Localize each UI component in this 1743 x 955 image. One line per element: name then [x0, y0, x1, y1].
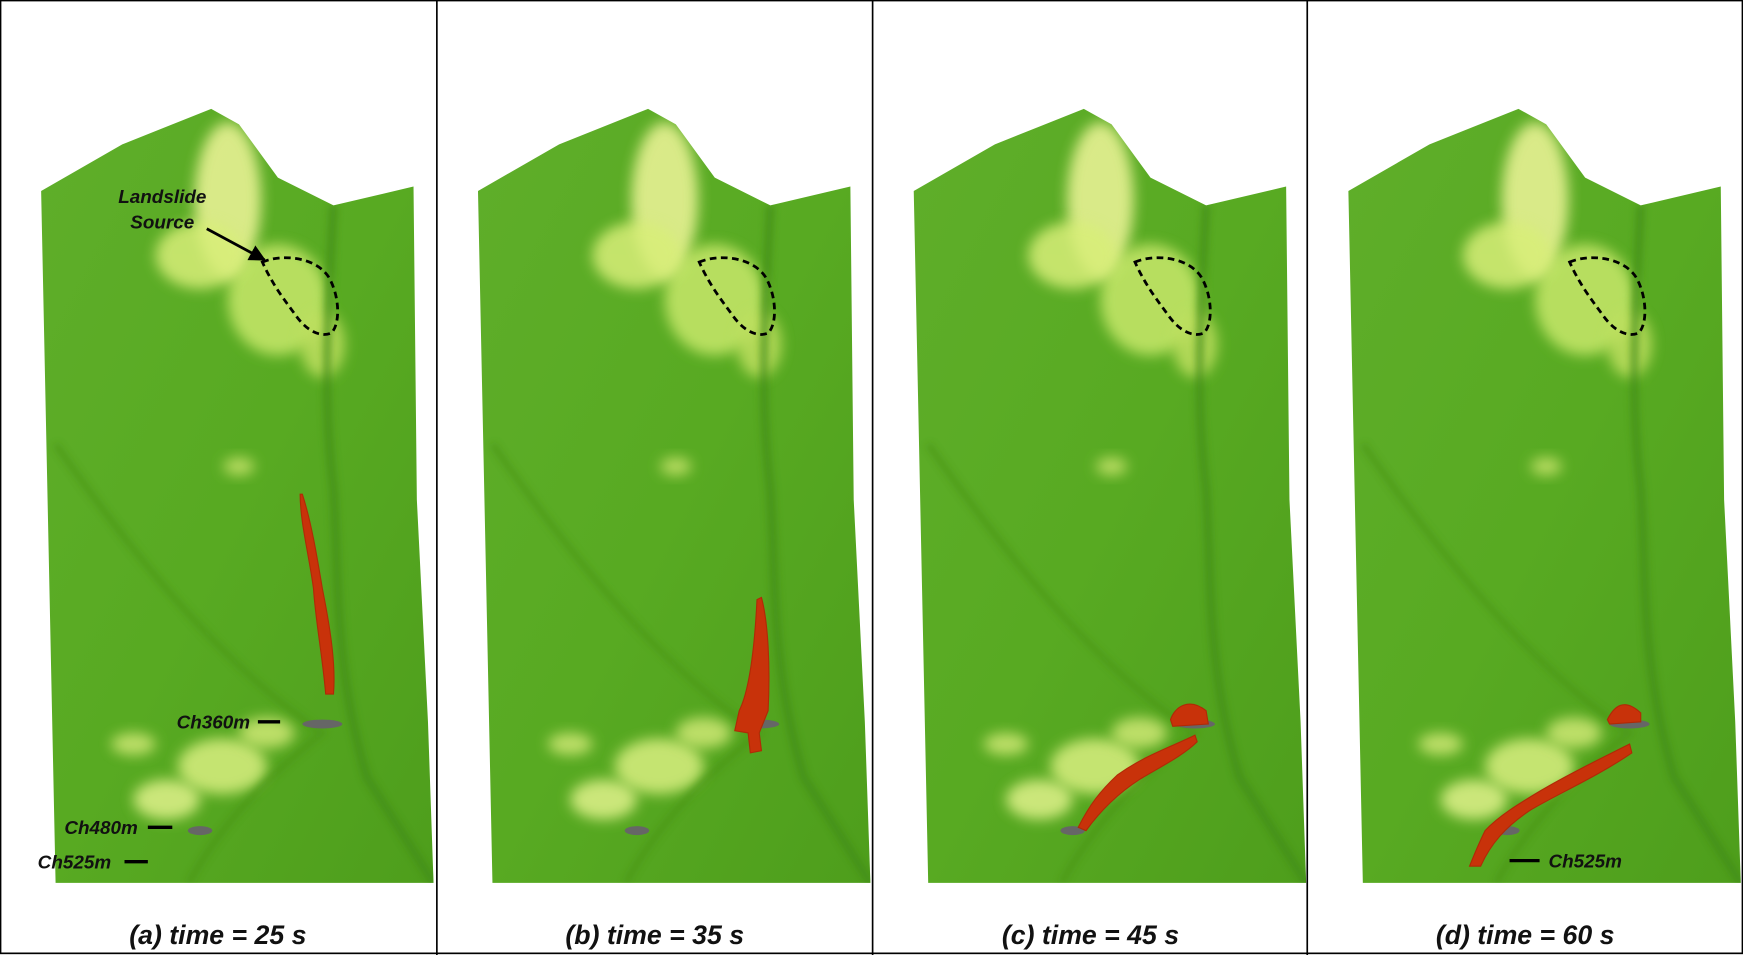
highlight	[984, 733, 1028, 755]
highlight	[1463, 222, 1552, 289]
panel-caption: (d) time = 60 s	[1436, 920, 1615, 950]
page: (a) time = 25 s Landslide Source Ch360m Ch48…	[0, 0, 1743, 955]
highlight	[1006, 780, 1073, 820]
highlight	[676, 717, 732, 748]
highlight	[1418, 733, 1462, 755]
highlight	[300, 311, 344, 378]
highlight	[615, 738, 704, 794]
panel: (a) time = 25 s Landslide Source Ch360m Ch48…	[38, 109, 436, 950]
panel-caption: (a) time = 25 s	[129, 920, 306, 950]
panel-caption: (c) time = 45 s	[1002, 920, 1179, 950]
highlight	[1607, 311, 1651, 378]
source-label: Landslide	[118, 187, 206, 208]
highlight	[178, 738, 267, 794]
check-dam	[188, 826, 212, 835]
chainage-label: Ch525m	[38, 852, 111, 873]
panel: (c) time = 45 s	[914, 109, 1309, 950]
panel-caption: (b) time = 35 s	[565, 920, 744, 950]
highlight	[111, 733, 155, 755]
chainage-label: Ch360m	[177, 712, 250, 733]
highlight	[1441, 780, 1508, 820]
highlight	[1028, 222, 1117, 289]
highlight	[570, 780, 637, 820]
highlight	[223, 458, 254, 476]
highlight	[1112, 717, 1168, 748]
highlight	[660, 458, 691, 476]
figure: (a) time = 25 s Landslide Source Ch360m Ch48…	[0, 0, 1743, 955]
check-dam	[302, 720, 342, 729]
panel: (b) time = 35 s	[478, 109, 873, 950]
chainage-label: Ch480m	[64, 818, 137, 839]
highlight	[592, 222, 681, 289]
highlight	[133, 780, 200, 820]
source-label: Source	[130, 213, 194, 234]
highlight	[737, 311, 781, 378]
panel: (d) time = 60 s Ch525m	[1348, 109, 1743, 950]
highlight	[1173, 311, 1217, 378]
highlight	[1546, 717, 1602, 748]
chainage-label: Ch525m	[1548, 851, 1621, 872]
check-dam	[625, 826, 649, 835]
highlight	[548, 733, 592, 755]
highlight	[1531, 458, 1562, 476]
highlight	[1096, 458, 1127, 476]
